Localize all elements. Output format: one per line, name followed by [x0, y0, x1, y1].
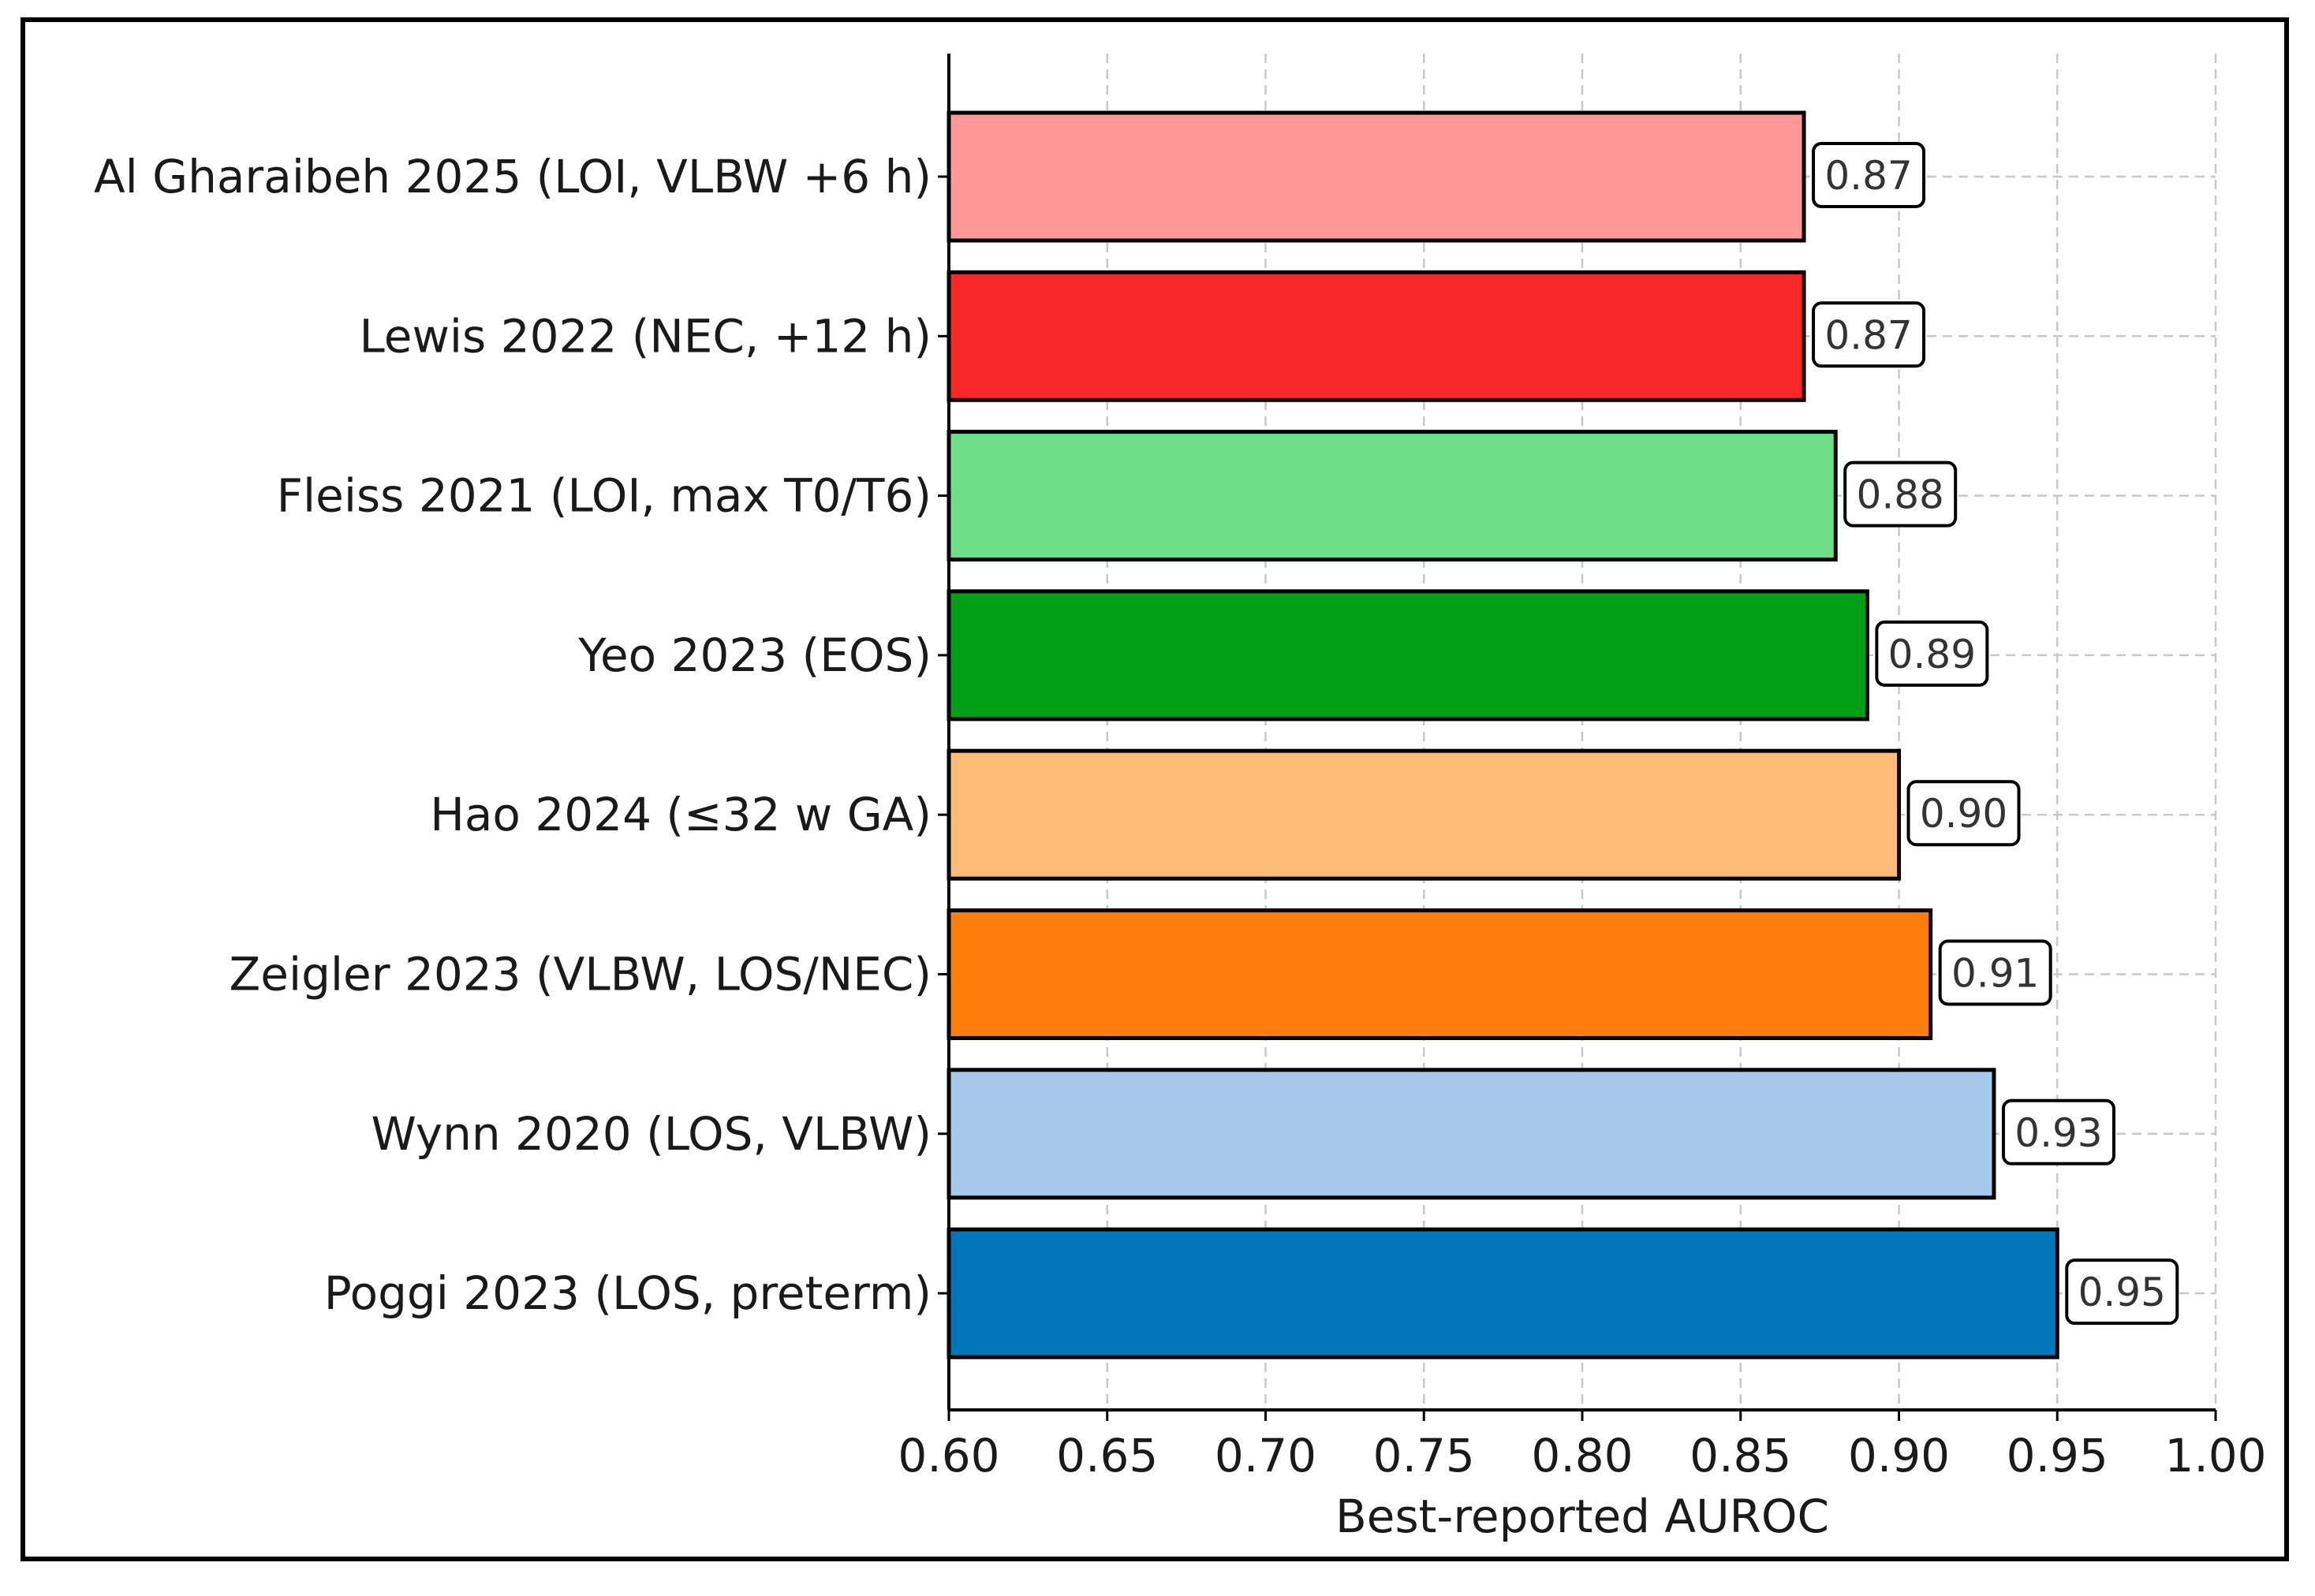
x-tick-label: 0.60: [898, 1429, 999, 1482]
x-tick-label: 0.90: [1848, 1429, 1950, 1482]
bar: [947, 430, 1838, 562]
data-label: 0.95: [2078, 1270, 2166, 1315]
chart-frame: 0.60 0.65 0.70 0.75 0.80 0.85 0.90 0.95 1.00 Al G…: [21, 17, 2289, 1561]
grid: [947, 54, 2217, 1410]
category-label: Yeo 2023 (EOS): [577, 628, 932, 682]
x-tick-label: 0.80: [1531, 1429, 1633, 1482]
x-tick-label: 0.95: [2007, 1429, 2108, 1482]
category-label: Poggi 2023 (LOS, preterm): [324, 1266, 932, 1320]
auroc-bar-chart: 0.60 0.65 0.70 0.75 0.80 0.85 0.90 0.95 1.00 Al G…: [94, 54, 2267, 1543]
category-label: Al Gharaibeh 2025 (LOI, VLBW +6 h): [94, 150, 932, 203]
x-tick-label: 0.65: [1056, 1429, 1158, 1482]
data-label-box: [1875, 620, 1989, 687]
data-label-box: [2065, 1259, 2179, 1326]
data-label: 0.93: [2014, 1110, 2102, 1156]
bar: [947, 908, 1933, 1040]
data-label-box: [1938, 939, 2052, 1006]
category-label: Hao 2024 (≤32 w GA): [430, 788, 932, 841]
x-tick-label: 1.00: [2164, 1429, 2266, 1482]
category-label: Fleiss 2021 (LOI, max T0/T6): [277, 469, 932, 523]
bar: [947, 1227, 2059, 1359]
data-label: 0.89: [1888, 632, 1976, 677]
labels: 0.60 0.65 0.70 0.75 0.80 0.85 0.90 0.95 1.00 Al G…: [94, 142, 2267, 1482]
axes: [938, 54, 2217, 1421]
category-label: Lewis 2022 (NEC, +12 h): [360, 309, 932, 363]
bar: [947, 589, 1869, 722]
data-label-box: [2001, 1098, 2115, 1165]
data-label: 0.87: [1824, 312, 1912, 358]
category-label: Zeigler 2023 (VLBW, LOS/NEC): [230, 948, 932, 1001]
data-label-box: [1906, 780, 2021, 847]
bar: [947, 1068, 1996, 1200]
bar: [947, 110, 1806, 243]
x-tick-label: 0.70: [1215, 1429, 1316, 1482]
data-label: 0.91: [1951, 951, 2039, 997]
x-tick-label: 0.75: [1373, 1429, 1475, 1482]
data-label: 0.87: [1824, 153, 1912, 199]
data-label: 0.90: [1920, 791, 2007, 837]
data-label-box: [1843, 461, 1958, 528]
data-label: 0.88: [1857, 472, 1944, 518]
x-tick-label: 0.85: [1690, 1429, 1791, 1482]
bars: [947, 110, 2059, 1359]
bar: [947, 748, 1901, 881]
data-label-box: [1812, 301, 1926, 368]
data-label-box: [1812, 142, 1926, 208]
x-axis-title: Best-reported AUROC: [1335, 1490, 1829, 1543]
bar: [947, 270, 1806, 402]
category-label: Wynn 2020 (LOS, VLBW): [371, 1107, 932, 1161]
